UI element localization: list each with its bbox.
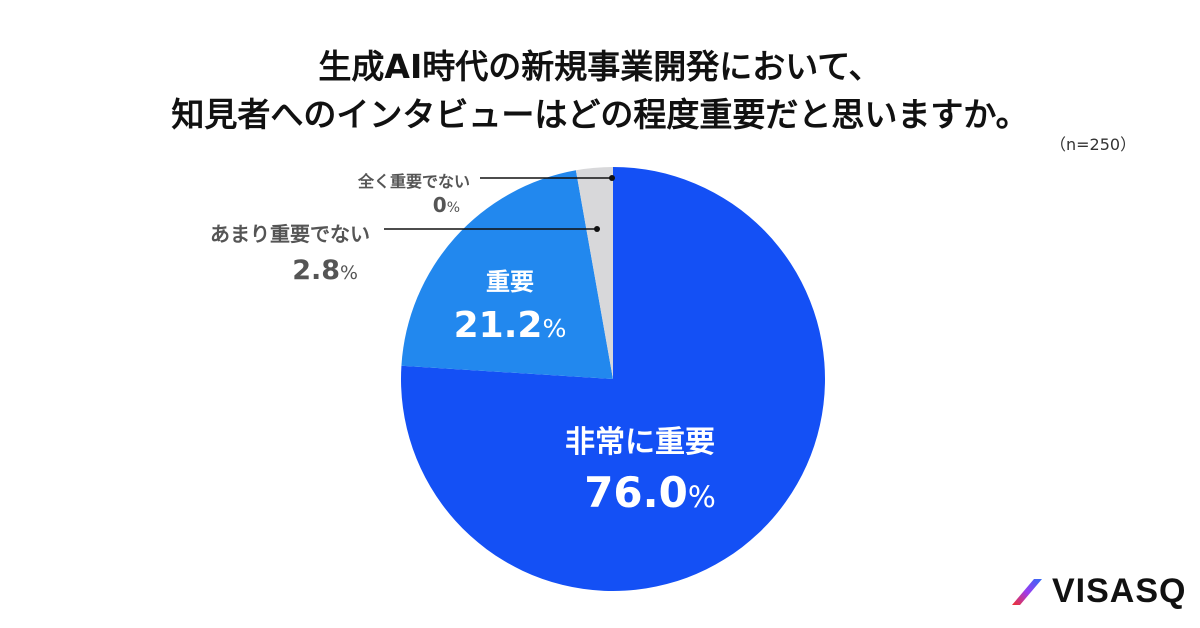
leader-dot-not-at-all — [609, 175, 615, 181]
visasq-logo: VISASQ — [1010, 572, 1186, 611]
value-very-important: 76.0% — [584, 468, 716, 517]
label-not-very-important: あまり重要でない — [210, 222, 370, 246]
value-not-very-important: 2.8% — [292, 255, 358, 286]
chart-title-line-2: 知見者へのインタビューはどの程度重要だと思いますか。 — [171, 95, 1029, 134]
label-important: 重要 — [486, 268, 534, 296]
slice-not-very-important — [575, 167, 613, 379]
chart-title-line-1: 生成AI時代の新規事業開発において、 — [318, 47, 882, 86]
sample-size: （n=250） — [1050, 135, 1137, 154]
slice-important — [401, 170, 613, 379]
logo-slash-icon — [1012, 578, 1042, 605]
label-very-important: 非常に重要 — [565, 425, 715, 460]
logo-text: VISASQ — [1052, 572, 1187, 610]
value-not-at-all-important: 0% — [432, 193, 460, 217]
leader-dot-not-very — [594, 226, 600, 232]
label-not-at-all-important: 全く重要でない — [357, 172, 470, 191]
value-important: 21.2% — [453, 305, 567, 346]
